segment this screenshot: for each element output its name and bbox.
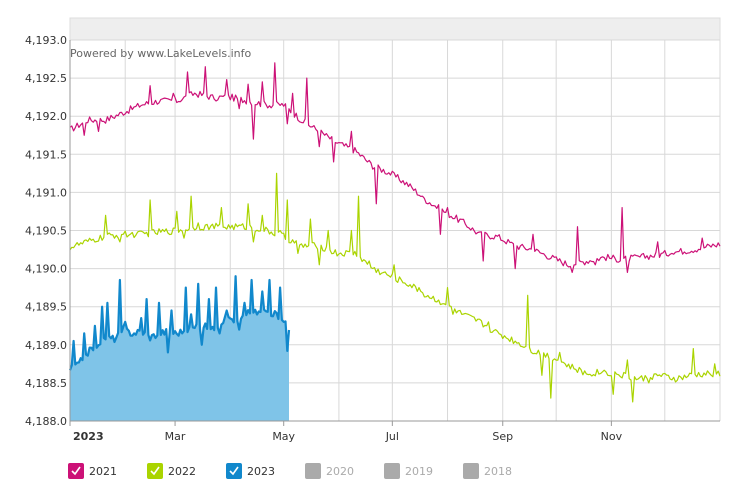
y-tick-label: 4,188.0: [25, 415, 67, 428]
y-tick-label: 4,189.0: [25, 339, 67, 352]
legend-checkbox[interactable]: [147, 463, 163, 479]
series-2023-line: [68, 275, 291, 371]
legend-item-2019[interactable]: 2019: [384, 462, 433, 480]
x-tick-label: Mar: [165, 430, 186, 443]
series-2021-line: [69, 62, 721, 273]
legend-checkbox[interactable]: [68, 463, 84, 479]
check-icon: [229, 466, 239, 476]
y-axis-ticks: 4,193.0 4,192.5 4,192.0 4,191.5 4,191.0 4,190…: [25, 34, 67, 428]
legend-checkbox[interactable]: [226, 463, 242, 479]
area-layer: [70, 276, 289, 421]
series-2022-line: [69, 172, 721, 403]
legend-item-2018[interactable]: 2018: [463, 462, 512, 480]
legend-item-2020[interactable]: 2020: [305, 462, 354, 480]
y-tick-label: 4,190.5: [25, 225, 67, 238]
series-2023-area: [70, 276, 289, 421]
legend-label: 2022: [168, 464, 196, 478]
watermark: Powered by www.LakeLevels.info: [70, 47, 252, 60]
y-tick-label: 4,190.0: [25, 263, 67, 276]
check-icon: [71, 466, 81, 476]
y-tick-label: 4,192.0: [25, 110, 67, 123]
legend-label: 2019: [405, 464, 433, 478]
y-tick-label: 4,191.0: [25, 186, 67, 199]
x-tick-label: May: [272, 430, 295, 443]
y-tick-label: 4,191.5: [25, 148, 67, 161]
legend-checkbox[interactable]: [305, 463, 321, 479]
legend-checkbox[interactable]: [463, 463, 479, 479]
legend-checkbox[interactable]: [384, 463, 400, 479]
y-tick-label: 4,188.5: [25, 377, 67, 390]
x-tick-label: Nov: [601, 430, 623, 443]
legend-item-2021[interactable]: 2021: [68, 462, 117, 480]
x-tick-label: Sep: [492, 430, 513, 443]
legend-label: 2020: [326, 464, 354, 478]
x-tick-label: Jul: [385, 430, 399, 443]
y-tick-label: 4,193.0: [25, 34, 67, 47]
legend-label: 2018: [484, 464, 512, 478]
legend-item-2023[interactable]: 2023: [226, 462, 275, 480]
y-tick-label: 4,189.5: [25, 301, 67, 314]
check-icon: [150, 466, 160, 476]
line-layer: [68, 62, 721, 403]
y-tick-label: 4,192.5: [25, 72, 67, 85]
x-tick-label: 2023: [73, 430, 104, 443]
legend-item-2022[interactable]: 2022: [147, 462, 196, 480]
legend-label: 2021: [89, 464, 117, 478]
legend-label: 2023: [247, 464, 275, 478]
toolbar-strip: [69, 17, 721, 41]
x-axis-ticks: 2023 Mar May Jul Sep Nov: [69, 421, 623, 443]
